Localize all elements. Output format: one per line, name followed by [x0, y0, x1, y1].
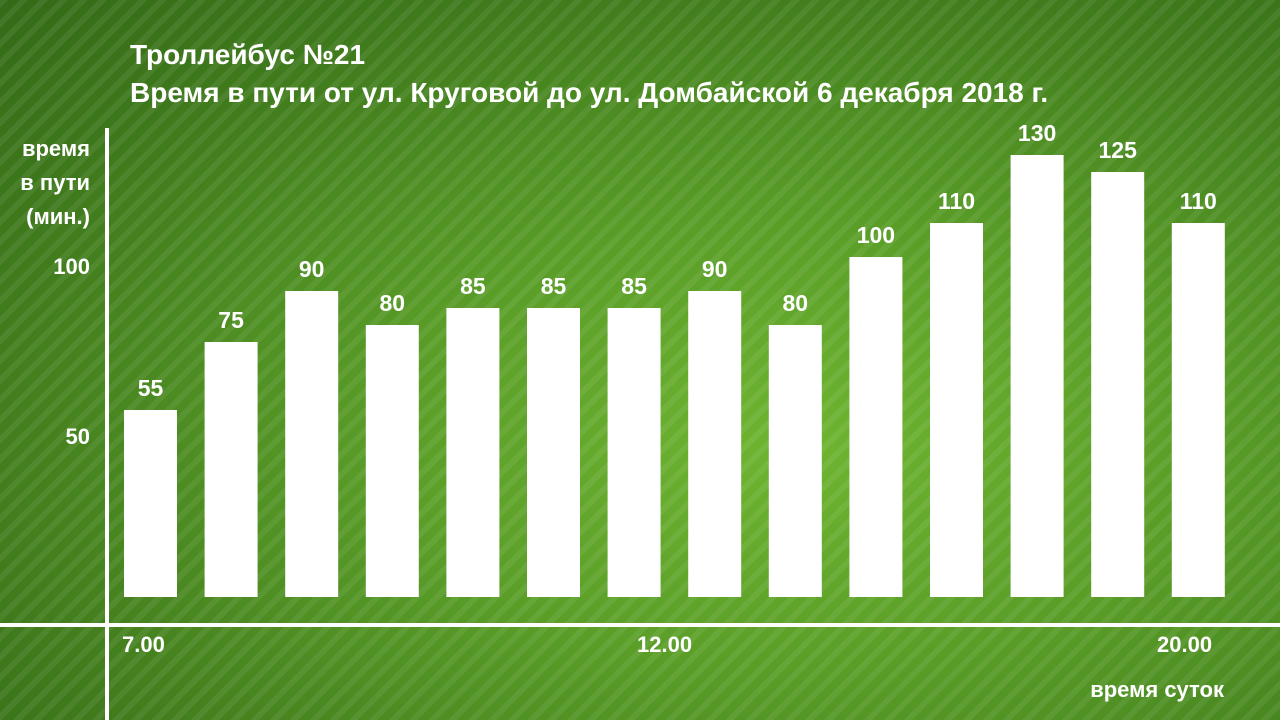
x-tick-label: 20.00	[1157, 632, 1213, 657]
bar	[446, 308, 500, 597]
bar-value-label: 110	[938, 188, 975, 214]
y-tick-label: 100	[53, 254, 90, 279]
x-tick-label: 12.00	[637, 632, 693, 657]
y-axis-label-line: (мин.)	[26, 204, 90, 229]
y-axis-label-line: в пути	[20, 170, 90, 195]
bar-value-label: 85	[621, 273, 647, 299]
y-axis-label: время в пути (мин.)	[8, 132, 90, 234]
bar	[204, 342, 258, 597]
y-axis-label-line: время	[21, 136, 90, 161]
bar	[1171, 223, 1225, 597]
bar-value-label: 85	[541, 273, 567, 299]
bar	[849, 257, 903, 597]
bar	[527, 308, 580, 597]
bar-value-label: 90	[299, 256, 325, 282]
x-axis-label: время суток	[1090, 677, 1224, 702]
chart-subtitle: Время в пути от ул. Круговой до ул. Домб…	[130, 77, 1049, 108]
bar	[1091, 172, 1145, 597]
chart-title: Троллейбус №21	[130, 39, 366, 70]
bar-value-label: 75	[218, 307, 244, 333]
bar-value-label: 80	[783, 290, 809, 316]
bar-value-label: 80	[380, 290, 406, 316]
bar-value-label: 55	[138, 375, 164, 401]
bar	[124, 410, 177, 597]
bar	[768, 325, 822, 597]
bar	[688, 291, 742, 597]
bar	[607, 308, 661, 597]
bar-value-label: 125	[1099, 137, 1138, 163]
bar-value-label: 110	[1180, 188, 1217, 214]
bar-value-label: 85	[460, 273, 486, 299]
bar-value-label: 100	[857, 222, 895, 248]
bar	[1010, 155, 1064, 597]
x-tick-label: 7.00	[122, 632, 165, 657]
bar-value-label: 90	[702, 256, 728, 282]
bar	[930, 223, 983, 597]
y-tick-label: 50	[65, 424, 90, 449]
bar	[365, 325, 419, 597]
bar-value-label: 130	[1018, 120, 1056, 146]
bar	[285, 291, 339, 597]
